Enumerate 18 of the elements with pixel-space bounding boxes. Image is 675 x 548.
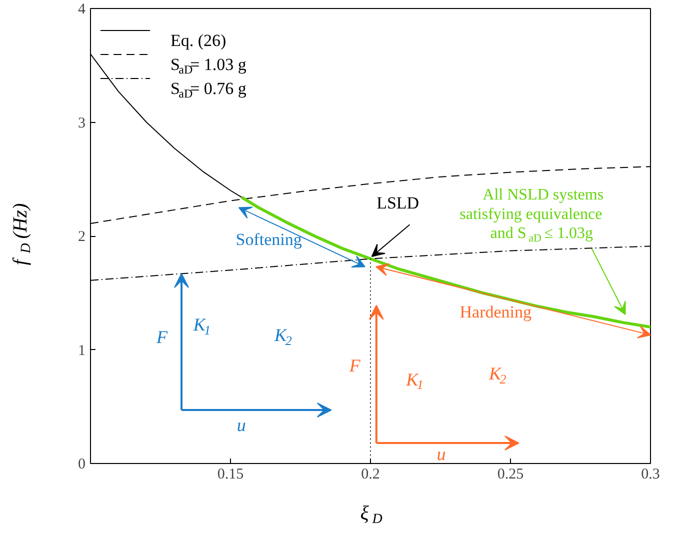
legend-label: Eq. (26) [170, 31, 226, 50]
x-tick-label: 0.3 [641, 466, 660, 482]
y-tick-label: 1 [78, 342, 86, 359]
y-tick-label: 0 [78, 456, 86, 472]
x-tick-label: 0.2 [361, 466, 380, 482]
y-tick-label: 4 [78, 2, 86, 18]
y-tick-label: 3 [78, 115, 86, 132]
y-tick-label: 2 [78, 229, 86, 245]
y-axis-title: fD (Hz) [10, 202, 34, 266]
annotation: F [156, 327, 168, 348]
annotation: Softening [236, 230, 302, 249]
annotation: u [236, 414, 246, 435]
x-tick-label: 0.15 [217, 466, 244, 482]
x-tick-label: 0.25 [497, 466, 524, 482]
annotation: LSLD [376, 194, 420, 213]
annotation: Hardening [460, 302, 532, 322]
annotation: u [436, 444, 446, 464]
annotation: F [348, 356, 362, 376]
